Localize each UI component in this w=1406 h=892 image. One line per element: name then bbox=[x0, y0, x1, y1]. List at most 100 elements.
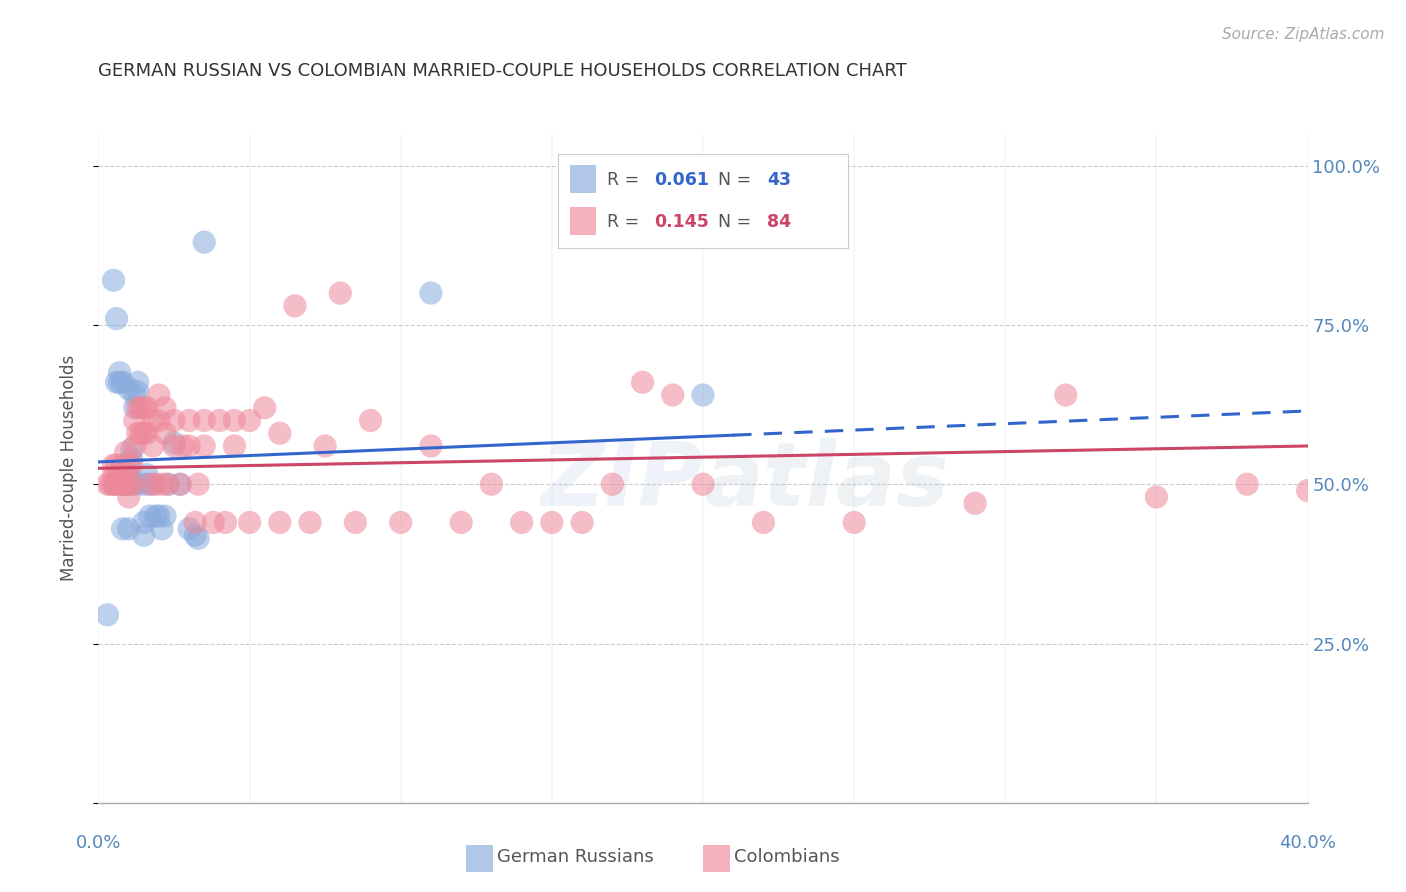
Point bbox=[224, 439, 246, 453]
Point bbox=[114, 477, 136, 491]
Point bbox=[142, 477, 165, 491]
Point bbox=[118, 490, 141, 504]
Point bbox=[571, 516, 593, 530]
FancyBboxPatch shape bbox=[569, 207, 596, 235]
Point bbox=[139, 509, 162, 524]
Text: Colombians: Colombians bbox=[734, 847, 839, 866]
Point bbox=[103, 477, 125, 491]
Point bbox=[108, 467, 131, 482]
Text: GERMAN RUSSIAN VS COLOMBIAN MARRIED-COUPLE HOUSEHOLDS CORRELATION CHART: GERMAN RUSSIAN VS COLOMBIAN MARRIED-COUP… bbox=[98, 62, 907, 80]
Point bbox=[163, 439, 186, 453]
Point bbox=[389, 516, 412, 530]
Text: 0.0%: 0.0% bbox=[76, 834, 121, 852]
Point bbox=[114, 445, 136, 459]
Point bbox=[121, 458, 143, 472]
Point bbox=[103, 467, 125, 482]
Point bbox=[631, 376, 654, 390]
Point bbox=[420, 439, 443, 453]
Point bbox=[135, 477, 157, 491]
Point bbox=[1236, 477, 1258, 491]
Point bbox=[1296, 483, 1319, 498]
Point bbox=[314, 439, 336, 453]
Point bbox=[127, 426, 149, 441]
Point bbox=[124, 401, 146, 415]
Point bbox=[208, 413, 231, 427]
Point bbox=[108, 477, 131, 491]
Point bbox=[132, 426, 155, 441]
Text: R =: R = bbox=[607, 213, 645, 231]
Text: atlas: atlas bbox=[703, 438, 949, 525]
Point bbox=[148, 388, 170, 402]
Point bbox=[132, 528, 155, 542]
Point bbox=[360, 413, 382, 427]
Point bbox=[269, 516, 291, 530]
Point bbox=[692, 477, 714, 491]
Point bbox=[150, 522, 173, 536]
Point bbox=[187, 477, 209, 491]
Point bbox=[124, 439, 146, 453]
Point bbox=[121, 477, 143, 491]
Point bbox=[145, 509, 167, 524]
Point bbox=[540, 516, 562, 530]
Point bbox=[187, 532, 209, 546]
Text: 0.145: 0.145 bbox=[654, 213, 709, 231]
Point bbox=[844, 516, 866, 530]
Point bbox=[193, 235, 215, 249]
Point bbox=[127, 401, 149, 415]
Point bbox=[135, 401, 157, 415]
Text: 40.0%: 40.0% bbox=[1279, 834, 1336, 852]
Point bbox=[96, 477, 118, 491]
Point bbox=[114, 467, 136, 482]
Point bbox=[105, 376, 128, 390]
Point bbox=[118, 382, 141, 396]
Point bbox=[1054, 388, 1077, 402]
Point bbox=[105, 311, 128, 326]
Point bbox=[510, 516, 533, 530]
Point bbox=[153, 426, 176, 441]
Text: 0.061: 0.061 bbox=[654, 170, 709, 188]
Point bbox=[118, 477, 141, 491]
Point bbox=[96, 607, 118, 622]
Point bbox=[450, 516, 472, 530]
Point bbox=[129, 401, 152, 415]
Point bbox=[602, 477, 624, 491]
Point bbox=[145, 477, 167, 491]
FancyBboxPatch shape bbox=[569, 165, 596, 194]
Point bbox=[163, 413, 186, 427]
Point bbox=[127, 384, 149, 399]
Point bbox=[153, 401, 176, 415]
Point bbox=[172, 439, 194, 453]
Point bbox=[662, 388, 685, 402]
Point bbox=[193, 439, 215, 453]
Point bbox=[239, 413, 262, 427]
Point bbox=[1144, 490, 1167, 504]
Point bbox=[135, 426, 157, 441]
Text: ZIP: ZIP bbox=[540, 438, 703, 525]
Point bbox=[239, 516, 262, 530]
Point bbox=[108, 366, 131, 380]
Text: German Russians: German Russians bbox=[498, 847, 654, 866]
Point bbox=[103, 273, 125, 287]
Point bbox=[153, 509, 176, 524]
Point bbox=[299, 516, 322, 530]
Point bbox=[202, 516, 225, 530]
Point bbox=[118, 522, 141, 536]
Point bbox=[111, 458, 134, 472]
FancyBboxPatch shape bbox=[465, 846, 492, 872]
Point bbox=[150, 477, 173, 491]
Point bbox=[114, 467, 136, 482]
Point bbox=[184, 516, 207, 530]
Point bbox=[127, 376, 149, 390]
Point bbox=[132, 401, 155, 415]
Point bbox=[329, 286, 352, 301]
Point bbox=[179, 522, 201, 536]
Point bbox=[148, 509, 170, 524]
Point bbox=[284, 299, 307, 313]
Point bbox=[142, 413, 165, 427]
Point bbox=[156, 477, 179, 491]
Point bbox=[124, 477, 146, 491]
Point bbox=[111, 376, 134, 390]
Point bbox=[105, 458, 128, 472]
Point bbox=[179, 439, 201, 453]
Point bbox=[135, 467, 157, 482]
